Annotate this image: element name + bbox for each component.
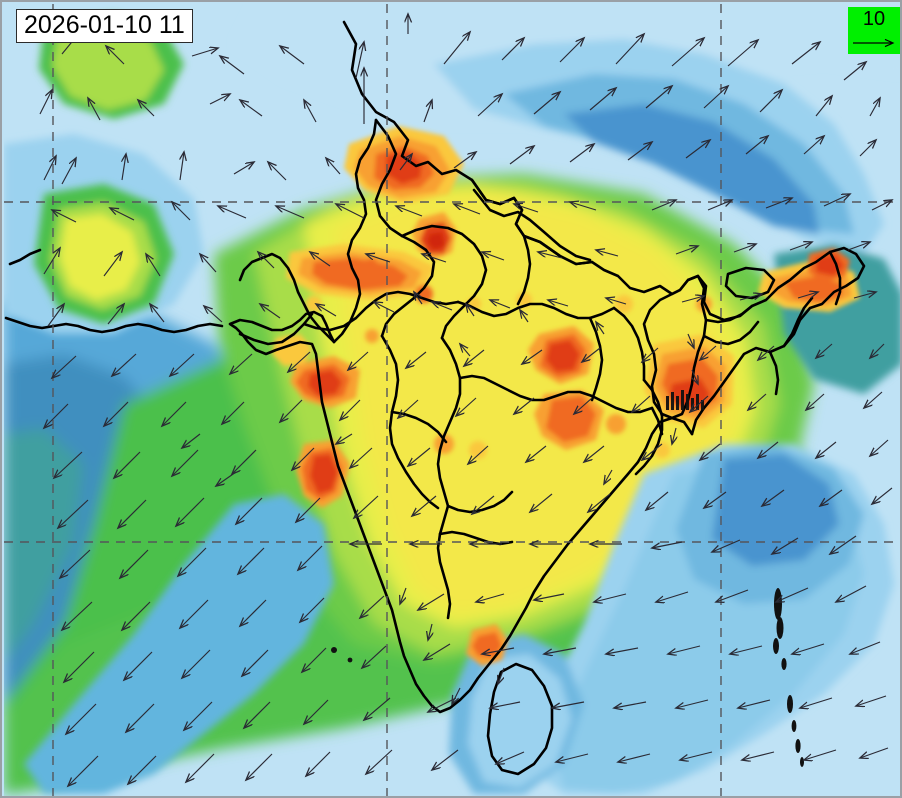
wind-vector-layer [39, 4, 902, 798]
map-plot-area[interactable]: 2026-01-10 11 10 [4, 4, 902, 798]
wind-scale-legend: 10 [848, 7, 900, 54]
wind-scale-value: 10 [862, 8, 886, 30]
timestamp-label: 2026-01-10 11 [16, 9, 193, 43]
wind-arrows [39, 14, 892, 786]
administrative-boundary-layer [4, 20, 866, 776]
graticule-layer [4, 4, 900, 796]
wind-scale-arrow-icon [853, 38, 895, 48]
